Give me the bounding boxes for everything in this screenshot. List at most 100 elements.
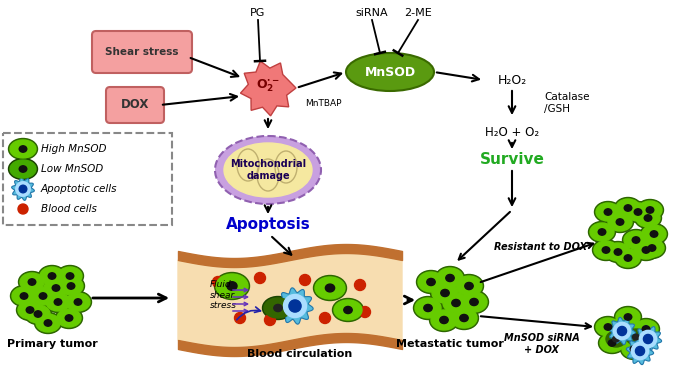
Ellipse shape [636,200,664,220]
Ellipse shape [38,265,66,286]
Ellipse shape [440,316,448,324]
Ellipse shape [626,203,650,221]
Ellipse shape [43,278,69,298]
Ellipse shape [12,287,36,305]
Ellipse shape [215,136,321,204]
Ellipse shape [216,274,248,298]
Ellipse shape [602,247,610,253]
Polygon shape [12,178,34,200]
Ellipse shape [624,231,648,249]
Ellipse shape [55,308,83,328]
Ellipse shape [437,268,463,288]
Ellipse shape [596,203,620,221]
Ellipse shape [227,282,237,290]
Polygon shape [608,318,636,345]
Ellipse shape [605,242,631,263]
Ellipse shape [424,305,432,311]
Ellipse shape [26,305,50,323]
Ellipse shape [36,314,60,332]
Ellipse shape [608,340,616,346]
Ellipse shape [460,314,468,321]
Text: Low MnSOD: Low MnSOD [41,164,104,174]
Ellipse shape [643,334,652,344]
Ellipse shape [634,209,642,215]
Ellipse shape [67,283,75,289]
Ellipse shape [594,241,618,259]
Circle shape [265,314,276,326]
Ellipse shape [20,273,44,291]
Ellipse shape [19,146,27,152]
Ellipse shape [631,343,649,360]
Ellipse shape [650,231,658,237]
Ellipse shape [640,239,664,257]
Ellipse shape [29,285,57,306]
Ellipse shape [16,182,30,196]
Ellipse shape [615,197,641,218]
Ellipse shape [594,202,622,222]
Ellipse shape [646,207,654,213]
Ellipse shape [332,298,363,321]
Ellipse shape [642,225,666,243]
Text: High MnSOD: High MnSOD [41,144,106,154]
Ellipse shape [262,296,293,319]
Ellipse shape [10,285,38,306]
Polygon shape [178,253,402,347]
Ellipse shape [451,308,477,328]
Ellipse shape [452,300,460,306]
Ellipse shape [214,273,249,300]
Ellipse shape [624,255,632,261]
Text: DOX: DOX [121,99,149,111]
Ellipse shape [592,240,620,260]
Ellipse shape [622,230,650,250]
Ellipse shape [443,293,469,313]
Ellipse shape [461,292,487,312]
Text: Metastatic tumor: Metastatic tumor [396,339,504,349]
Ellipse shape [224,143,312,197]
Ellipse shape [624,314,632,320]
Ellipse shape [31,287,55,305]
Ellipse shape [604,209,612,215]
Text: Fluid
shear
stress: Fluid shear stress [210,280,237,310]
FancyBboxPatch shape [3,133,172,225]
Ellipse shape [44,279,68,297]
Ellipse shape [634,207,662,228]
Ellipse shape [642,247,650,253]
Circle shape [234,313,246,323]
Ellipse shape [456,276,482,296]
Ellipse shape [598,333,626,354]
Ellipse shape [66,293,90,311]
Ellipse shape [18,271,46,293]
FancyBboxPatch shape [106,87,164,123]
Circle shape [18,204,28,214]
Polygon shape [626,338,654,365]
Ellipse shape [416,270,445,293]
Ellipse shape [19,185,27,193]
Text: $\mathbf{O_2^{\cdot -}}$: $\mathbf{O_2^{\cdot -}}$ [256,78,280,94]
Ellipse shape [34,311,42,317]
Ellipse shape [642,326,650,332]
Ellipse shape [616,219,624,225]
Ellipse shape [608,213,632,231]
Ellipse shape [605,329,627,349]
Ellipse shape [26,307,34,313]
Ellipse shape [418,272,444,292]
Text: Apoptotic cells: Apoptotic cells [41,184,118,194]
Ellipse shape [639,330,657,348]
Ellipse shape [626,329,646,345]
Ellipse shape [590,223,614,241]
Ellipse shape [45,291,71,313]
Ellipse shape [430,281,459,305]
Ellipse shape [427,278,435,286]
Ellipse shape [612,336,620,342]
Ellipse shape [59,277,83,295]
Ellipse shape [606,243,630,261]
Circle shape [360,306,370,318]
Ellipse shape [64,291,92,313]
Ellipse shape [624,328,648,346]
Polygon shape [276,288,313,324]
Text: MnTBAP: MnTBAP [304,99,342,108]
Ellipse shape [315,277,345,299]
Ellipse shape [415,298,441,318]
Ellipse shape [40,267,64,285]
Ellipse shape [430,308,459,331]
